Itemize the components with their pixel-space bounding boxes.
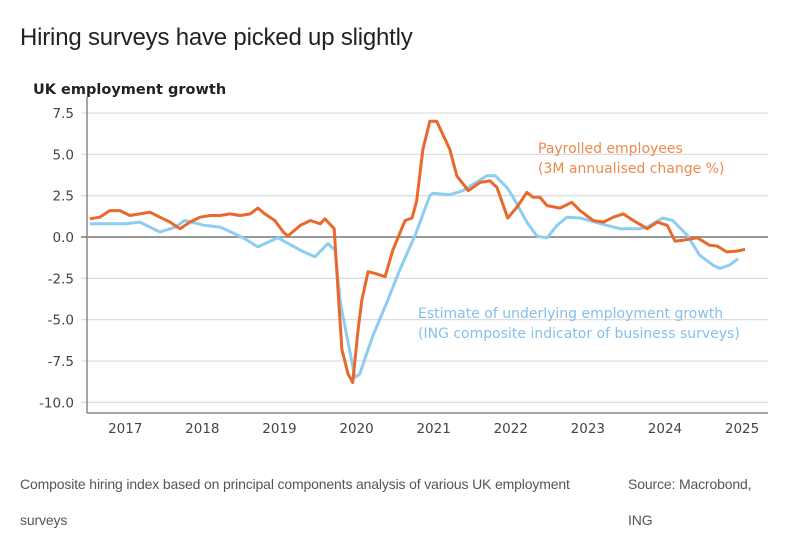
x-tick-label: 2022 — [494, 421, 528, 437]
y-tick-label: 5.0 — [53, 147, 74, 163]
y-tick-label: -10.0 — [39, 395, 74, 411]
source-note: Source: Macrobond, ING — [628, 476, 752, 528]
series-lines — [89, 119, 746, 384]
x-axis-ticks: 2017 2018 2019 2020 2021 2022 2023 2024 2025 — [108, 421, 759, 437]
x-tick-label: 2021 — [416, 421, 450, 437]
series-label: (ING composite indicator of business sur… — [418, 326, 740, 342]
x-tick-label: 2019 — [262, 421, 296, 437]
y-tick-label: -7.5 — [48, 354, 74, 370]
x-tick-label: 2025 — [725, 421, 759, 437]
x-tick-label: 2020 — [339, 421, 373, 437]
page-title: Hiring surveys have picked up slightly — [20, 24, 413, 51]
x-tick-label: 2024 — [648, 421, 682, 437]
payrolled-employees-line — [89, 119, 746, 384]
series-label: Estimate of underlying employment growth — [418, 306, 723, 322]
x-tick-label: 2018 — [185, 421, 219, 437]
y-axis-ticks: 7.5 5.0 2.5 0.0 -2.5 -5.0 -7.5 -10.0 — [39, 106, 74, 411]
series-label: (3M annualised change %) — [538, 161, 724, 177]
y-tick-label: -2.5 — [48, 271, 74, 287]
chart-title: UK employment growth — [33, 82, 226, 98]
footnote: Composite hiring index based on principa… — [20, 476, 570, 528]
series-labels: Payrolled employees (3M annualised change… — [418, 141, 740, 342]
x-tick-label: 2017 — [108, 421, 142, 437]
series-label: Payrolled employees — [538, 141, 683, 157]
y-tick-label: -5.0 — [48, 313, 74, 329]
x-tick-label: 2023 — [571, 421, 605, 437]
y-tick-label: 7.5 — [53, 106, 74, 122]
gridlines — [81, 97, 768, 414]
y-tick-label: 0.0 — [53, 230, 74, 246]
y-tick-label: 2.5 — [53, 189, 74, 205]
